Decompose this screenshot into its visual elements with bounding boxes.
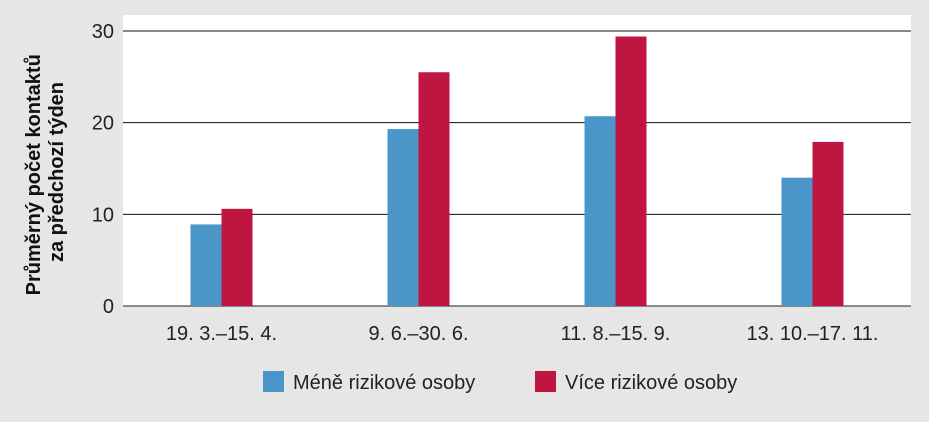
bar-vice-1 bbox=[418, 72, 450, 306]
legend: Méně rizikové osoby Více rizikové osoby bbox=[263, 371, 737, 394]
x-tick-label: 13. 10.–17. 11. bbox=[747, 323, 879, 345]
gridlines bbox=[123, 30, 911, 307]
y-tick-label: 20 bbox=[92, 113, 114, 135]
bar-mene-2 bbox=[584, 116, 616, 306]
bar-mene-1 bbox=[387, 129, 419, 306]
y-axis-label-line-2: za předchozí týden bbox=[46, 82, 68, 262]
y-axis-label-line-1: Průměrný počet kontaktů bbox=[23, 54, 45, 295]
y-tick-label: 30 bbox=[92, 21, 114, 43]
bar-vice-2 bbox=[615, 36, 647, 306]
bar-vice-3 bbox=[812, 141, 844, 306]
y-axis-ticks: 0 10 20 30 bbox=[92, 21, 114, 318]
y-axis-label: Průměrný počet kontaktů za předchozí týd… bbox=[23, 49, 68, 296]
plot-area bbox=[123, 15, 911, 306]
x-tick-label: 9. 6.–30. 6. bbox=[368, 323, 468, 345]
legend-swatch-0 bbox=[263, 371, 284, 392]
legend-label-1: Více rizikové osoby bbox=[565, 372, 737, 394]
bar-vice-0 bbox=[221, 208, 253, 306]
legend-label-0: Méně rizikové osoby bbox=[293, 372, 475, 394]
bar-mene-3 bbox=[781, 177, 813, 306]
y-tick-label: 0 bbox=[103, 296, 114, 318]
x-axis-ticks: 19. 3.–15. 4. 9. 6.–30. 6. 11. 8.–15. 9. 13… bbox=[166, 323, 879, 345]
bar-mene-0 bbox=[190, 224, 222, 306]
legend-swatch-1 bbox=[535, 371, 556, 392]
y-tick-label: 10 bbox=[92, 204, 114, 226]
x-tick-label: 19. 3.–15. 4. bbox=[166, 323, 277, 345]
x-tick-label: 11. 8.–15. 9. bbox=[561, 323, 671, 345]
bars bbox=[190, 36, 844, 306]
